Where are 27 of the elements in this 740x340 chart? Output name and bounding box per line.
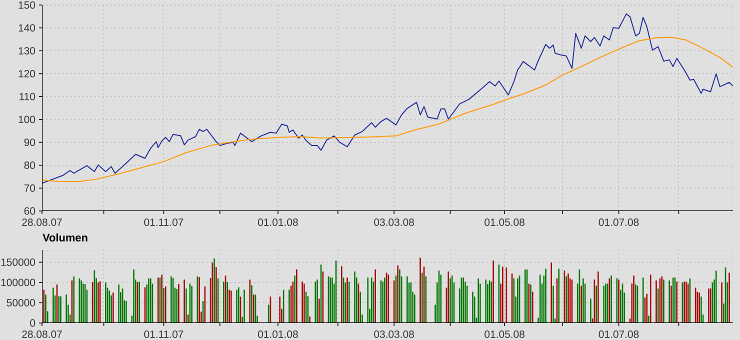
y-tick-label: 90 [24,138,36,146]
y-tick-label: 0 [30,319,36,327]
y-tick-label: 150000 [1,258,36,266]
x-tick-label: 01.07.08 [598,218,639,226]
x-tick-label: 28.08.07 [22,218,62,226]
y-tick-label: 130 [18,47,36,54]
y-tick-label: 140 [18,24,36,32]
x-tick-label: 03.03.08 [374,330,414,338]
y-tick-label: 60 [24,207,36,215]
chart-title: Volumen [42,233,88,242]
y-tick-label: 50000 [6,299,36,306]
y-tick-label: 150 [18,1,36,9]
y-tick-label: 80 [24,162,36,169]
x-tick-label: 01.05.08 [484,218,524,226]
y-tick-label: 100 [18,116,36,124]
y-tick-label: 120 [18,70,36,78]
x-tick-label: 01.05.08 [484,330,524,338]
x-tick-label: 01.01.08 [258,218,298,226]
y-tick-label: 70 [24,184,36,192]
y-tick-label: 100000 [1,278,36,286]
y-tick-label: 110 [20,92,36,100]
x-tick-label: 01.11.07 [144,218,184,226]
x-tick-label: 03.03.08 [374,218,414,226]
x-tick-label: 01.01.08 [258,330,298,338]
x-tick-label: 28.08.07 [22,330,62,338]
x-tick-label: 01.11.07 [144,330,184,338]
x-tick-label: 01.07.08 [598,330,639,338]
